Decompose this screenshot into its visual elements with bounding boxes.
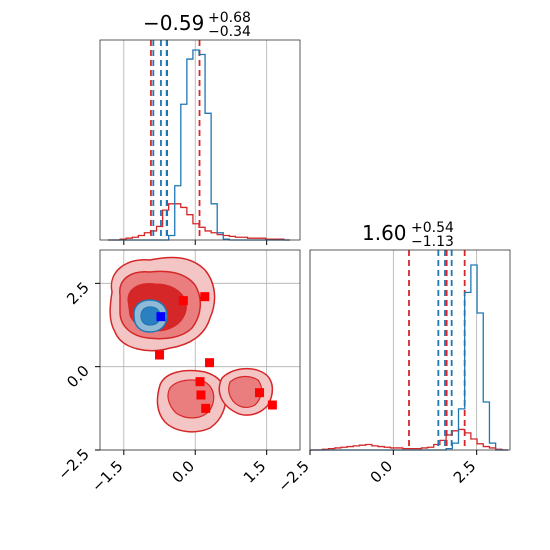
hist2-series-0: [310, 428, 508, 451]
hist1-series-0: [108, 203, 290, 241]
contour-level-mid-right: [228, 375, 263, 408]
contour-point-0-0: [178, 296, 188, 306]
contour-point-0-8: [267, 400, 277, 410]
hist2-frame: [309, 249, 511, 451]
contour-ytick-label-2: 2.5: [63, 278, 93, 308]
contour-point-0-1: [200, 292, 210, 302]
hist1-frame: [99, 39, 301, 241]
param2-title-minus: −1.13: [411, 234, 454, 250]
hist2-x-ticks: −2.5 0.0 2.5: [274, 450, 479, 496]
contour-panel: −1.5 0.0 1.5 −2.5 0.0 2.5: [54, 249, 301, 496]
param2-title-value: 1.60: [362, 221, 407, 245]
hist2-xtick-label-2: 2.5: [450, 457, 480, 487]
hist2-xtick-label-1: 0.0: [367, 457, 397, 487]
hist2-xtick-label-0: −2.5: [274, 457, 312, 495]
contour-point-0-6: [201, 403, 211, 413]
contour-y-ticks: −2.5 0.0 2.5: [54, 278, 100, 484]
contour-ytick-label-1: 0.0: [63, 362, 93, 392]
contour-ytick-label-0: −2.5: [54, 445, 92, 483]
contour-point-0-2: [155, 350, 165, 360]
contour-point-0-4: [195, 377, 205, 387]
hist-panel-param1: −0.59 +0.68 −0.34: [99, 10, 301, 245]
param1-title-value: −0.59: [143, 11, 204, 35]
param1-title-plus: +0.68: [208, 10, 251, 26]
contour-points: [155, 292, 277, 413]
contour-x-ticks: −1.5 0.0 1.5: [88, 450, 269, 496]
contour-xtick-label-1: 0.0: [168, 457, 198, 487]
hist2-series: [310, 250, 508, 451]
param2-title-plus: +0.54: [411, 220, 454, 236]
hist1-grid: [123, 40, 268, 245]
contour-density: [109, 256, 274, 433]
contour-point-0-3: [205, 358, 215, 368]
contour-point-0-7: [255, 388, 265, 398]
hist-panel-param2: −2.5 0.0 2.5 1.60 +0.54 −1.13: [274, 220, 511, 496]
contour-xtick-label-0: −1.5: [88, 457, 126, 495]
contour-xtick-label-2: 1.5: [240, 457, 270, 487]
contour-frame: [99, 249, 301, 451]
param1-title-minus: −0.34: [208, 24, 251, 40]
contour-point-0-5: [196, 390, 206, 400]
contour-point-1-0: [156, 312, 166, 322]
hist1-series: [108, 40, 290, 241]
